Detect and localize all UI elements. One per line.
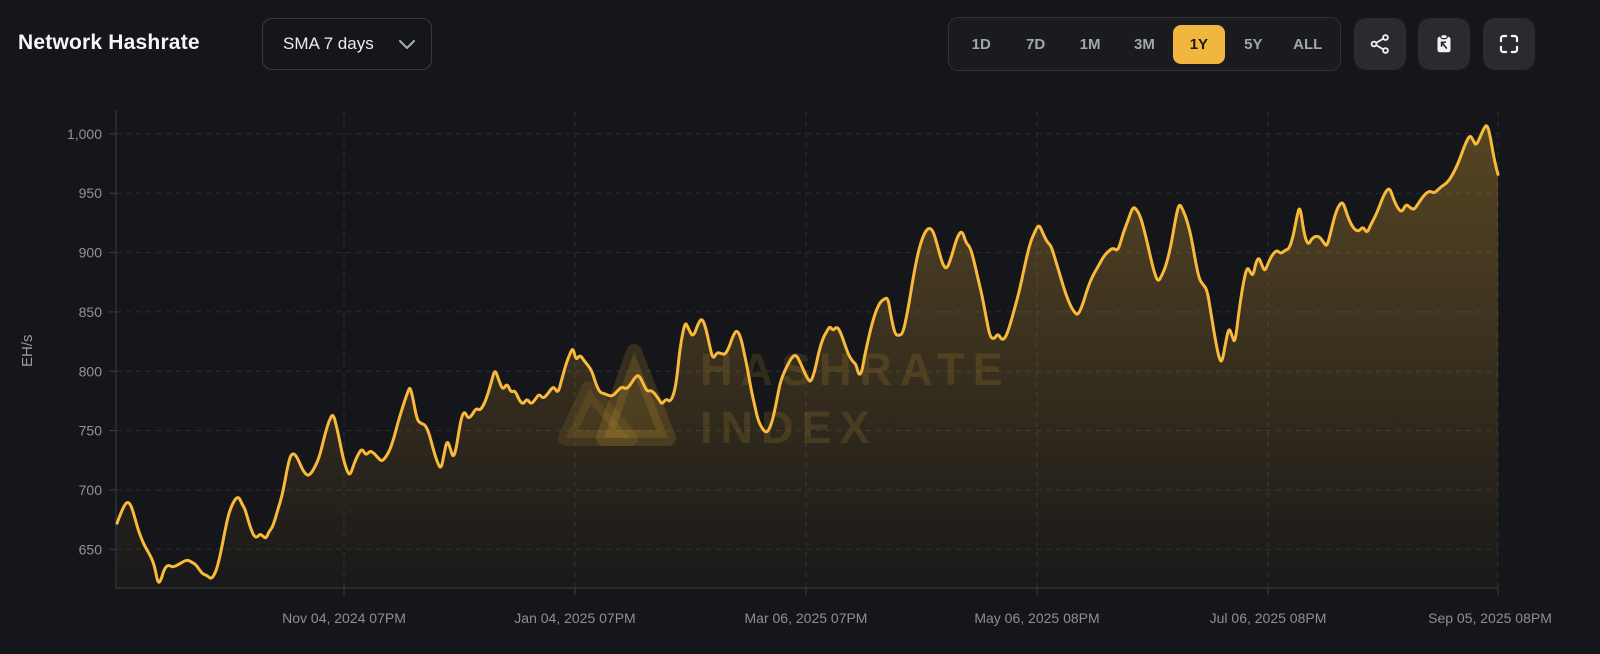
copy-chart-button[interactable] <box>1418 18 1470 70</box>
hashrate-area-fill <box>117 125 1498 589</box>
x-axis-label-2: Mar 06, 2025 07PM <box>745 610 868 626</box>
sma-selector-value: SMA 7 days <box>283 34 374 53</box>
x-axis-label-0: Nov 04, 2024 07PM <box>282 610 406 626</box>
y-axis-label-900: 900 <box>79 245 103 261</box>
timeframe-1y-button[interactable]: 1Y <box>1172 24 1226 64</box>
share-nodes-icon <box>1370 34 1389 54</box>
page-title: Network Hashrate <box>18 31 200 54</box>
y-axis-title: EH/s <box>19 334 36 367</box>
x-axis-label-1: Jan 04, 2025 07PM <box>514 610 635 626</box>
hashrate-line-path <box>115 124 1500 584</box>
y-axis-label-1000: 1,000 <box>67 126 102 142</box>
watermark-text-line2: INDEX <box>700 402 878 453</box>
timeframe-1d-button[interactable]: 1D <box>955 25 1007 64</box>
x-axis-label-3: May 06, 2025 08PM <box>974 610 1099 626</box>
timeframe-3m-button[interactable]: 3M <box>1118 25 1170 64</box>
y-axis-label-800: 800 <box>79 363 103 379</box>
y-axis-label-850: 850 <box>79 304 103 320</box>
fullscreen-expand-icon <box>1499 34 1519 54</box>
timeframe-5y-button[interactable]: 5Y <box>1227 25 1279 64</box>
hashrate-series-line <box>115 124 1500 584</box>
share-button[interactable] <box>1354 18 1406 70</box>
timeframe-1m-button[interactable]: 1M <box>1064 25 1116 64</box>
x-axis-label-5: Sep 05, 2025 08PM <box>1428 610 1552 626</box>
y-axis-label-950: 950 <box>79 185 103 201</box>
y-axis-label-650: 650 <box>79 541 103 557</box>
sma-selector-dropdown[interactable]: SMA 7 days <box>262 18 432 70</box>
clipboard-arrow-icon <box>1437 33 1451 53</box>
timeframe-all-button[interactable]: ALL <box>1282 25 1334 64</box>
watermark-logo-triangle-left <box>558 381 638 446</box>
timeframe-7d-button[interactable]: 7D <box>1009 25 1061 64</box>
hashrate-area-path <box>117 125 1498 589</box>
y-axis-label-700: 700 <box>79 482 103 498</box>
watermark-logo-triangle-right <box>596 344 676 446</box>
timeframe-button-group: 1D 7D 1M 3M 1Y 5Y ALL <box>948 17 1341 71</box>
y-axis-label-750: 750 <box>79 423 103 439</box>
chevron-down-icon <box>399 39 415 49</box>
chart-axis-labels: 650 700 750 800 850 900 950 1,000 Nov 04, 2024 0… <box>67 126 1552 626</box>
fullscreen-button[interactable] <box>1483 18 1535 70</box>
x-axis-label-4: Jul 06, 2025 08PM <box>1210 610 1327 626</box>
